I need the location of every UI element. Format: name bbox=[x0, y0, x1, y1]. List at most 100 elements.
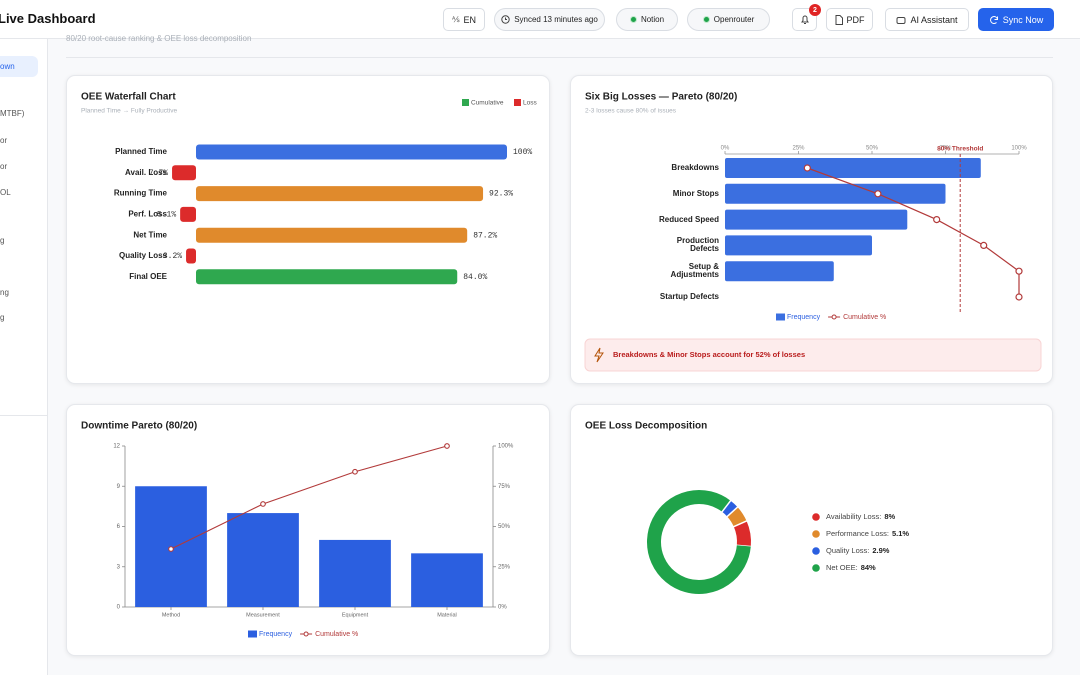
y-tick-label: 3 bbox=[117, 564, 121, 570]
active-item-bg bbox=[0, 56, 38, 77]
category-label-box: Minor Stops bbox=[672, 188, 719, 198]
sync-now-button[interactable]: Sync Now bbox=[978, 8, 1054, 31]
y-tick-label: 9 bbox=[117, 484, 121, 490]
threshold-label: 80% Threshold bbox=[937, 146, 983, 153]
x-tick-label: Equipment bbox=[342, 612, 369, 618]
chart-title: OEE Waterfall Chart bbox=[81, 92, 176, 103]
bar bbox=[725, 261, 834, 282]
sidebar-item[interactable]: g bbox=[0, 313, 5, 322]
ai-assistant-button[interactable]: AI Assistant bbox=[885, 8, 969, 31]
category-label-box: Setup & Adjustments bbox=[671, 263, 719, 279]
y-tick-label: 0 bbox=[117, 605, 121, 611]
integration-name: Notion bbox=[640, 15, 665, 24]
sidebar: own MTBF) or or OL g ng g bbox=[0, 39, 48, 675]
legend-dot bbox=[812, 547, 820, 555]
chart-subtitle: 2-3 losses cause 80% of issues bbox=[585, 108, 677, 115]
sidebar-item[interactable]: or bbox=[0, 162, 8, 171]
cumulative-point bbox=[874, 190, 882, 198]
category-label: Quality Loss bbox=[119, 251, 168, 260]
legend-name: Quality Loss: bbox=[826, 546, 869, 555]
chart-card: Downtime Pareto (80/20) 0 3 6 9 12 0% 25% 50% 75%… bbox=[66, 404, 550, 656]
refresh-icon bbox=[989, 15, 998, 24]
cumulative-point bbox=[444, 443, 450, 449]
sync-text: Synced 13 minutes ago bbox=[514, 15, 598, 24]
y-tick-label: 12 bbox=[113, 444, 120, 450]
segment-gap bbox=[735, 544, 752, 548]
y2-tick-label: 50% bbox=[498, 524, 511, 530]
legend-label: Net OEE: 84% bbox=[826, 563, 876, 572]
x-tick-label: Measurement bbox=[246, 612, 280, 618]
chart-subtitle: Planned Time → Fully Productive bbox=[81, 108, 177, 115]
legend-dot bbox=[812, 530, 820, 538]
legend-label: Cumulative bbox=[471, 100, 504, 107]
chart-card: OEE Loss Decomposition Availability Loss:… bbox=[570, 404, 1053, 656]
pdf-button[interactable]: PDF bbox=[826, 8, 873, 31]
value-label: 87.2% bbox=[473, 231, 497, 240]
value-label: 7.7% bbox=[149, 169, 168, 178]
y2-tick-label: 25% bbox=[498, 564, 511, 570]
sidebar-item[interactable]: OL bbox=[0, 188, 11, 197]
sidebar-item[interactable]: ng bbox=[0, 288, 9, 297]
bar bbox=[411, 553, 483, 607]
donut-segment bbox=[726, 507, 747, 527]
legend-label: Cumulative % bbox=[315, 631, 358, 638]
legend-swatch bbox=[776, 313, 785, 321]
language-button[interactable]: ⅍ EN bbox=[443, 8, 485, 31]
integration[interactable]: Openrouter bbox=[687, 8, 770, 31]
cumulative-point bbox=[352, 468, 358, 475]
x-tick-label: 75% bbox=[939, 146, 952, 152]
y-tick-label: 6 bbox=[117, 524, 121, 530]
button-label: PDF bbox=[846, 14, 865, 25]
integration-name: Openrouter bbox=[713, 15, 755, 24]
cumulative-point bbox=[803, 164, 811, 172]
legend-name: Net OEE: bbox=[826, 563, 858, 572]
legend-value: 84% bbox=[861, 563, 876, 572]
bar bbox=[227, 513, 299, 607]
callout-box bbox=[584, 338, 1042, 372]
legend-label: Availability Loss: 8% bbox=[826, 512, 895, 521]
x-tick-label: Material bbox=[437, 612, 457, 618]
legend-marker bbox=[303, 631, 309, 637]
x-tick-label: 0% bbox=[721, 146, 730, 152]
icon: ⅍ bbox=[451, 15, 460, 24]
value-label: 5.1% bbox=[157, 211, 176, 220]
cumulative-point bbox=[980, 241, 988, 249]
sidebar-item[interactable]: g bbox=[0, 236, 5, 245]
status-dot bbox=[702, 16, 710, 23]
legend-swatch bbox=[514, 99, 521, 106]
legend-name: Availability Loss: bbox=[826, 512, 881, 521]
sidebar-item[interactable]: own bbox=[0, 62, 15, 71]
cumulative-line bbox=[807, 167, 1020, 297]
legend-name: Performance Loss: bbox=[826, 529, 889, 538]
chart: OEE Loss Decomposition Availability Loss:… bbox=[585, 421, 909, 594]
bell-icon bbox=[800, 15, 809, 24]
segment-gap bbox=[720, 499, 732, 514]
category-label: Reduced Speed bbox=[658, 214, 719, 224]
category-label-box: Startup Defects bbox=[659, 292, 719, 301]
category-label: Minor Stops bbox=[672, 188, 719, 198]
chart: OEE Waterfall Chart Planned Time → Fully … bbox=[81, 92, 537, 285]
top-bar: Live Dashboard ⅍ EN Synced 13 minutes ago… bbox=[0, 0, 1080, 39]
button-label: AI Assistant bbox=[910, 14, 958, 25]
integration[interactable]: Notion bbox=[616, 8, 678, 31]
notifications-button[interactable]: 2 bbox=[792, 4, 821, 31]
bar bbox=[725, 209, 908, 230]
x-tick-label: 50% bbox=[866, 146, 879, 152]
x-tick-label: 25% bbox=[792, 146, 805, 152]
bar bbox=[725, 158, 981, 178]
category-label: Final OEE bbox=[129, 272, 167, 281]
sidebar-item[interactable]: MTBF) bbox=[0, 109, 25, 118]
category-label: Planned Time bbox=[115, 147, 167, 156]
category-label: Production Defects bbox=[676, 236, 719, 254]
cumulative-point bbox=[933, 216, 941, 224]
segment-gap bbox=[732, 519, 748, 528]
sidebar-item[interactable]: or bbox=[0, 136, 8, 145]
chart-card: Six Big Losses — Pareto (80/20) 2-3 losse… bbox=[570, 75, 1053, 384]
legend-label: Quality Loss: 2.9% bbox=[826, 546, 890, 555]
category-label: Startup Defects bbox=[659, 292, 719, 301]
category-label-box: Reduced Speed bbox=[658, 214, 719, 224]
bar bbox=[172, 165, 196, 181]
bar bbox=[725, 183, 946, 204]
notification-badge: 2 bbox=[809, 4, 821, 16]
